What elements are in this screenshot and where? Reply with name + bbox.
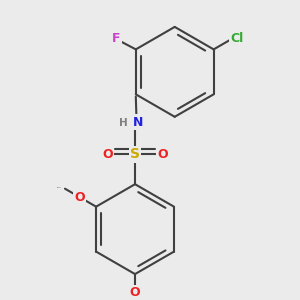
Text: F: F [112, 32, 121, 45]
Text: S: S [130, 147, 140, 161]
Text: O: O [158, 148, 168, 161]
Text: O: O [75, 191, 85, 204]
Text: H: H [119, 118, 128, 128]
Text: Cl: Cl [230, 32, 244, 45]
Text: methyl: methyl [56, 187, 61, 188]
Text: O: O [102, 148, 112, 161]
Text: O: O [130, 286, 140, 299]
Text: N: N [133, 116, 143, 128]
